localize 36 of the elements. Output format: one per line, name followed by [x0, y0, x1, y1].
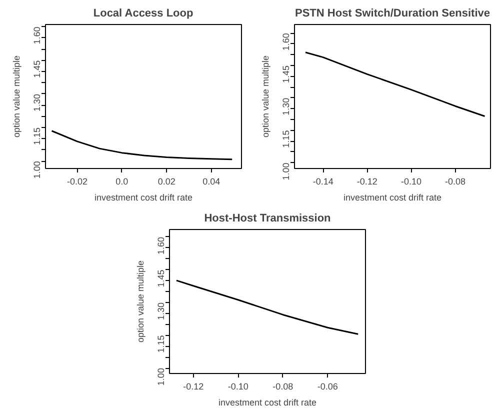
chart-title: Local Access Loop — [93, 8, 194, 20]
y-tick-label: 1.30 — [32, 94, 42, 112]
x-axis-title: investment cost drift rate — [218, 398, 317, 408]
y-axis-title: option value multiple — [136, 260, 146, 343]
x-tick-label: -0.08 — [272, 382, 294, 392]
y-tick-label: 1.30 — [156, 302, 166, 320]
x-axis-title: investment cost drift rate — [343, 192, 442, 202]
y-tick-label: 1.30 — [281, 98, 291, 116]
y-tick-label: 1.60 — [281, 33, 291, 51]
y-tick-label: 1.45 — [156, 270, 166, 288]
x-tick-label: 0.0 — [116, 176, 128, 186]
y-tick-label: 1.15 — [156, 335, 166, 353]
y-tick-label: 1.60 — [32, 26, 42, 44]
chart-title: PSTN Host Switch/Duration Sensitive — [295, 8, 490, 20]
y-tick-label: 1.60 — [156, 236, 166, 254]
chart-title: Host-Host Transmission — [204, 212, 332, 224]
x-axis-title: investment cost drift rate — [94, 192, 193, 202]
x-tick-label: 0.04 — [202, 176, 220, 186]
y-tick-label: 1.00 — [156, 368, 166, 386]
y-axis-title: option value multiple — [12, 55, 22, 138]
y-axis-title: option value multiple — [260, 55, 270, 138]
x-tick-label: -0.10 — [228, 382, 248, 392]
x-tick-label: -0.10 — [400, 176, 422, 186]
x-tick-label: -0.14 — [312, 176, 334, 186]
y-tick-label: 1.00 — [32, 161, 42, 179]
y-tick-label: 1.00 — [281, 162, 291, 180]
x-tick-label: -0.08 — [445, 176, 466, 186]
x-tick-label: -0.02 — [66, 176, 88, 186]
y-tick-label: 1.45 — [281, 66, 291, 84]
x-tick-label: -0.12 — [183, 382, 204, 392]
y-tick-label: 1.45 — [32, 60, 42, 78]
x-tick-label: -0.12 — [356, 176, 378, 186]
y-tick-label: 1.15 — [281, 130, 291, 148]
y-tick-label: 1.15 — [32, 128, 42, 146]
x-tick-label: -0.06 — [317, 382, 338, 392]
x-tick-label: 0.02 — [158, 176, 176, 186]
